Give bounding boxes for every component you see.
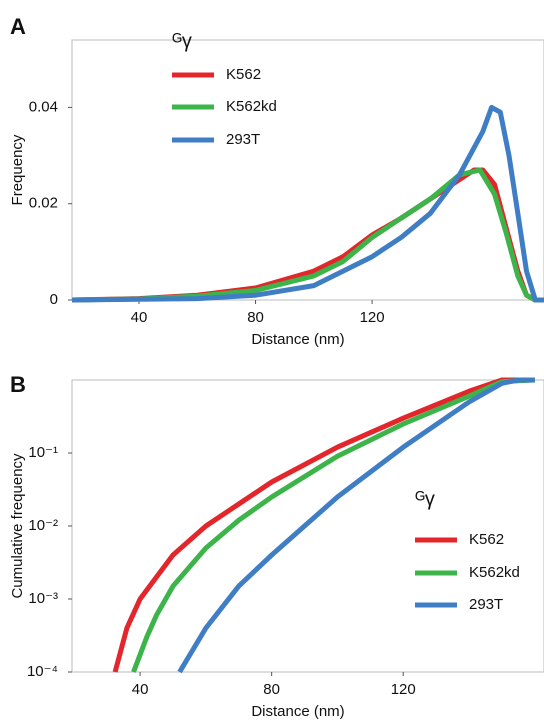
legend-label: 293T bbox=[226, 131, 260, 148]
panel-letter: B bbox=[10, 372, 26, 397]
plot-lines bbox=[112, 377, 535, 674]
series-line bbox=[72, 167, 544, 303]
x-tick-label: 40 bbox=[131, 309, 148, 326]
y-tick-label: 0.04 bbox=[29, 98, 58, 115]
legend-label: K562kd bbox=[226, 98, 277, 115]
x-axis-label: Distance (nm) bbox=[251, 331, 344, 348]
series-line bbox=[131, 377, 535, 673]
legend-title: ᴳγ bbox=[172, 30, 192, 52]
plot-frame bbox=[71, 39, 544, 301]
legend-title: ᴳγ bbox=[415, 488, 435, 510]
y-tick-label: 10⁻⁴ bbox=[27, 663, 58, 680]
x-tick-label: 80 bbox=[263, 681, 280, 698]
y-axis-label: Cumulative frequency bbox=[9, 453, 26, 599]
x-tick-label: 120 bbox=[360, 309, 385, 326]
x-tick-label: 120 bbox=[391, 681, 416, 698]
y-tick-label: 10⁻¹ bbox=[28, 444, 58, 461]
x-tick-label: 80 bbox=[247, 309, 264, 326]
panel-letter: A bbox=[10, 14, 26, 39]
x-tick-label: 40 bbox=[132, 681, 149, 698]
legend-label: K562 bbox=[469, 531, 504, 548]
legend-label: 293T bbox=[469, 596, 503, 613]
plot-lines bbox=[72, 104, 544, 303]
series-line bbox=[72, 104, 544, 303]
series-line bbox=[177, 377, 535, 674]
legend-label: K562 bbox=[226, 66, 261, 83]
y-axis-label: Frequency bbox=[9, 134, 26, 205]
y-tick-label: 10⁻³ bbox=[28, 590, 58, 607]
series-line bbox=[112, 377, 535, 673]
y-tick-label: 10⁻² bbox=[28, 517, 58, 534]
series-line bbox=[72, 167, 544, 303]
y-tick-label: 0.02 bbox=[29, 195, 58, 212]
legend-label: K562kd bbox=[469, 564, 520, 581]
y-tick-label: 0 bbox=[50, 291, 58, 308]
x-axis-label: Distance (nm) bbox=[251, 703, 344, 720]
